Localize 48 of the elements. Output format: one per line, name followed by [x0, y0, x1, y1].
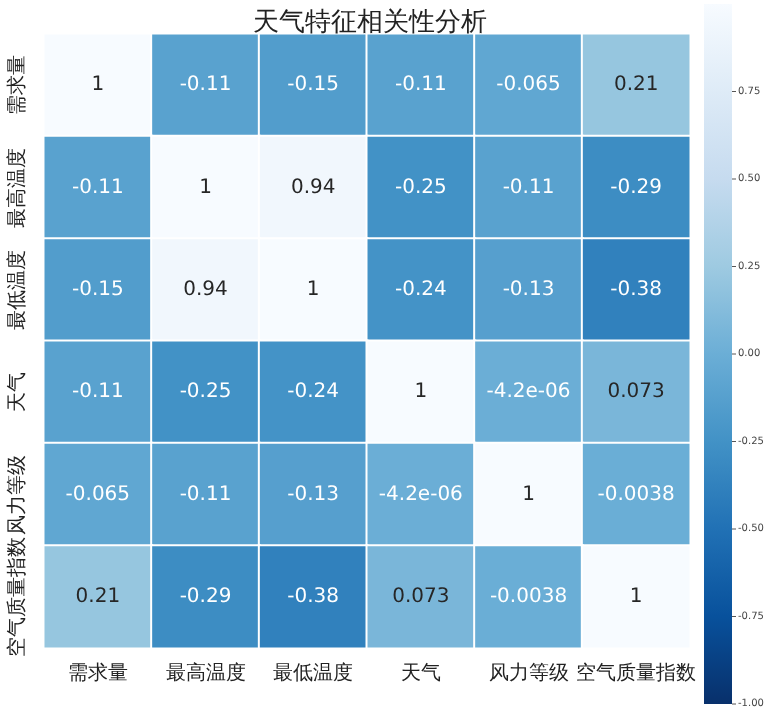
- data-label: 0.21: [613, 74, 659, 97]
- data-label: -0.11: [71, 176, 124, 199]
- data-label: -0.11: [179, 483, 232, 506]
- data-label: 1: [414, 381, 428, 404]
- data-label: -4.2e-06: [486, 381, 571, 404]
- data-label: -0.065: [496, 74, 561, 97]
- data-label: -0.29: [179, 585, 232, 608]
- data-label: 0.94: [290, 176, 336, 199]
- x-tick-label: 需求量: [67, 661, 128, 685]
- data-label: -0.25: [394, 176, 447, 199]
- data-label: 0.073: [392, 585, 450, 608]
- x-tick-label: 风力等级: [488, 661, 569, 685]
- data-label: -0.38: [287, 585, 340, 608]
- data-label: -0.24: [394, 278, 447, 301]
- data-label: -0.13: [502, 278, 555, 301]
- data-label: 0.21: [75, 585, 121, 608]
- data-label: 1: [629, 585, 643, 608]
- data-label: -0.13: [287, 483, 340, 506]
- y-tick-label: 需求量: [5, 55, 29, 116]
- data-label: -0.15: [71, 278, 124, 301]
- data-label: -0.11: [179, 74, 232, 97]
- data-label: -4.2e-06: [378, 483, 463, 506]
- data-label: 0.94: [183, 278, 228, 301]
- data-label: 0.073: [607, 381, 665, 404]
- data-label: -0.29: [610, 176, 663, 199]
- x-tick-label: 空气质量指数: [576, 661, 697, 685]
- x-tick-label: 天气: [400, 661, 441, 685]
- y-tick-label: 天气: [5, 372, 29, 413]
- data-label: -0.065: [65, 483, 131, 506]
- data-label: 1: [199, 176, 212, 199]
- data-label: -0.0038: [597, 483, 675, 506]
- data-label: 1: [522, 483, 535, 506]
- x-tick-label: 最低温度: [273, 661, 354, 685]
- data-label: -0.25: [179, 381, 232, 404]
- x-tick-label: 最高温度: [165, 661, 246, 685]
- data-label: -0.15: [287, 74, 340, 97]
- chart-title: 天气特征相关性分析: [253, 8, 487, 38]
- y-tick-label: 风力等级: [5, 454, 29, 535]
- y-tick-label: 最低温度: [5, 249, 29, 330]
- data-label: 1: [306, 278, 320, 301]
- data-label: -0.24: [287, 381, 340, 404]
- data-label: 1: [91, 74, 105, 97]
- data-label: -0.11: [71, 381, 124, 404]
- data-label: -0.0038: [489, 585, 568, 608]
- data-label: -0.11: [394, 74, 447, 97]
- y-tick-label: 最高温度: [5, 147, 29, 228]
- data-label: -0.38: [610, 278, 663, 301]
- data-label: -0.11: [502, 176, 555, 199]
